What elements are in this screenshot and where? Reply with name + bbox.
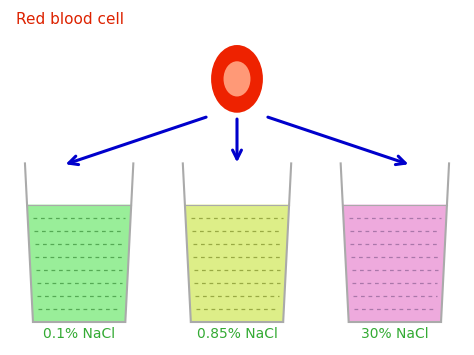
Ellipse shape <box>224 61 250 97</box>
Text: Red blood cell: Red blood cell <box>16 12 124 27</box>
Text: 0.85% NaCl: 0.85% NaCl <box>197 327 277 341</box>
Text: 0.1% NaCl: 0.1% NaCl <box>43 327 115 341</box>
Polygon shape <box>27 204 131 322</box>
Text: 30% NaCl: 30% NaCl <box>361 327 428 341</box>
Polygon shape <box>343 204 447 322</box>
Ellipse shape <box>211 45 263 113</box>
Polygon shape <box>185 204 289 322</box>
